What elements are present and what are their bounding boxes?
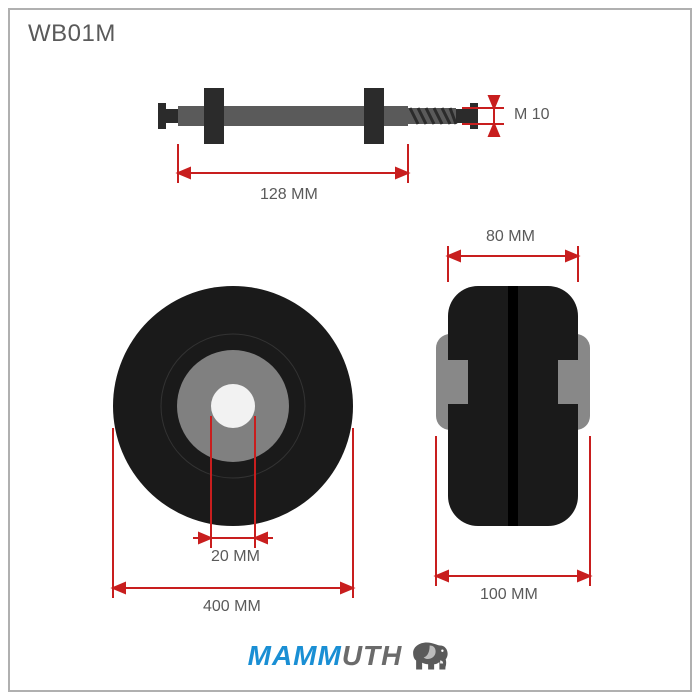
dim-bore: 20 MM <box>211 548 260 566</box>
elephant-icon <box>406 638 452 674</box>
dim-axle-length: 128 MM <box>260 186 318 204</box>
brand-wordmark: MAMMUTH <box>248 640 403 672</box>
brand-logo: MAMMUTH <box>248 638 453 674</box>
drawing-stage: 128 MM M 10 20 MM 400 MM <box>8 8 692 692</box>
dim-side-bottom: 100 MM <box>480 586 538 604</box>
dim-outer-dia: 400 MM <box>203 598 261 616</box>
dim-side-top: 80 MM <box>486 228 535 246</box>
axle-view <box>8 8 692 248</box>
wheel-side-view <box>408 226 668 646</box>
dim-thread: M 10 <box>514 106 550 124</box>
